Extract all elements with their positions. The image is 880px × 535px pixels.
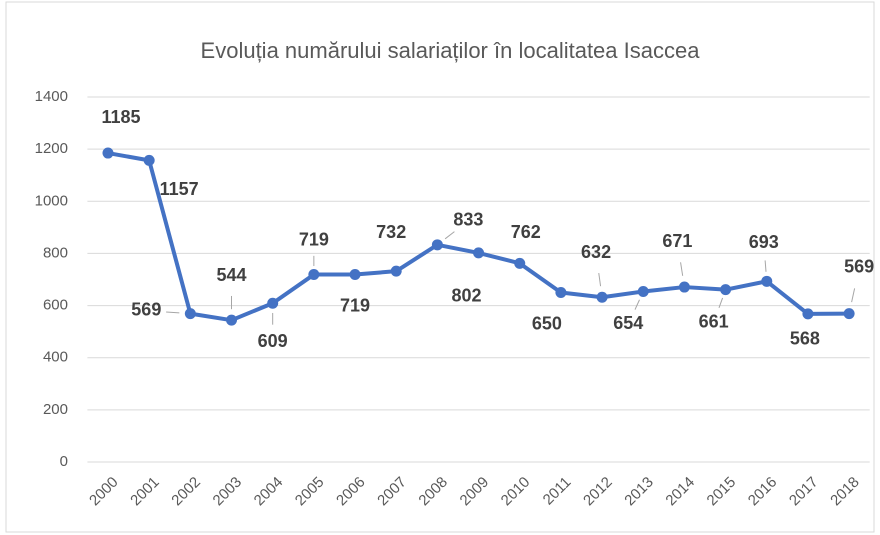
leader-line bbox=[598, 272, 602, 287]
data-point bbox=[720, 284, 732, 296]
leader-line bbox=[718, 297, 724, 308]
y-tick-label: 1000 bbox=[35, 192, 68, 209]
data-label: 719 bbox=[340, 295, 370, 315]
data-point bbox=[267, 297, 279, 309]
data-label: 661 bbox=[699, 311, 729, 331]
data-point bbox=[390, 265, 402, 277]
data-point bbox=[761, 275, 773, 287]
data-point bbox=[802, 308, 814, 320]
data-point bbox=[431, 239, 443, 251]
data-point bbox=[473, 247, 485, 259]
chart-frame bbox=[5, 1, 875, 533]
y-tick-label: 1400 bbox=[35, 88, 68, 105]
y-tick-label: 400 bbox=[43, 349, 68, 366]
data-point bbox=[596, 291, 608, 303]
y-tick-label: 800 bbox=[43, 244, 68, 261]
data-label: 802 bbox=[452, 286, 482, 306]
data-label: 1185 bbox=[101, 107, 140, 127]
y-tick-label: 1200 bbox=[35, 140, 68, 157]
data-point bbox=[184, 308, 196, 320]
data-point bbox=[143, 154, 155, 166]
leader-line bbox=[634, 299, 640, 310]
data-label: 650 bbox=[532, 313, 562, 333]
data-point bbox=[308, 269, 320, 281]
data-point bbox=[555, 287, 567, 299]
data-label: 762 bbox=[511, 222, 541, 242]
data-point bbox=[843, 308, 855, 320]
data-label: 833 bbox=[453, 210, 483, 230]
data-point bbox=[678, 281, 690, 293]
data-label: 569 bbox=[131, 299, 161, 319]
data-label: 568 bbox=[790, 329, 820, 349]
data-label: 693 bbox=[749, 232, 779, 252]
data-label: 632 bbox=[581, 242, 611, 262]
leader-line bbox=[764, 260, 767, 272]
leader-line bbox=[680, 262, 684, 276]
leader-line bbox=[444, 231, 455, 240]
data-point bbox=[349, 269, 361, 281]
data-label: 654 bbox=[613, 313, 643, 333]
data-point bbox=[637, 285, 649, 297]
leader-line bbox=[851, 288, 856, 303]
data-label: 609 bbox=[258, 331, 288, 351]
data-label: 1157 bbox=[160, 179, 199, 199]
data-label: 719 bbox=[299, 229, 329, 249]
data-label: 732 bbox=[376, 222, 406, 242]
data-label: 544 bbox=[216, 265, 246, 285]
chart-title: Evoluția numărului salariaților în local… bbox=[201, 38, 701, 63]
data-point bbox=[226, 314, 238, 326]
data-point bbox=[102, 147, 114, 159]
y-tick-label: 0 bbox=[60, 453, 68, 470]
y-tick-label: 600 bbox=[43, 297, 68, 314]
leader-line bbox=[166, 311, 180, 314]
data-label: 569 bbox=[844, 256, 874, 276]
y-tick-label: 200 bbox=[43, 401, 68, 418]
data-point bbox=[514, 257, 526, 269]
data-label: 671 bbox=[662, 231, 692, 251]
